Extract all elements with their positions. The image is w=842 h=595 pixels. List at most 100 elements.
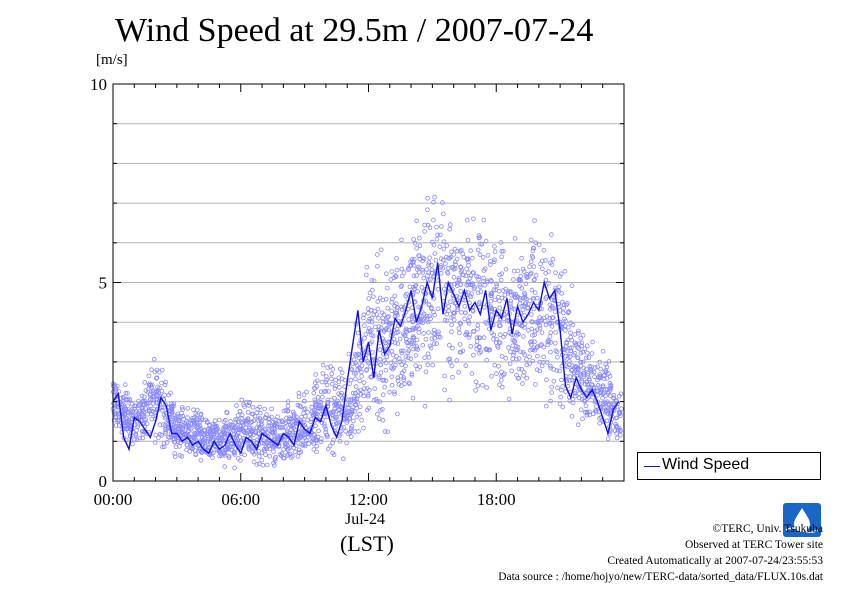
sample-point bbox=[262, 406, 267, 412]
sample-point bbox=[580, 332, 586, 338]
sample-point bbox=[244, 421, 249, 427]
sample-point bbox=[539, 317, 544, 322]
sample-point bbox=[475, 326, 480, 332]
sample-point bbox=[425, 195, 430, 201]
sample-point bbox=[389, 269, 395, 274]
sample-point bbox=[590, 339, 595, 345]
sample-point bbox=[377, 399, 383, 405]
sample-point bbox=[505, 290, 511, 296]
sample-point bbox=[337, 366, 343, 372]
sample-point bbox=[482, 282, 488, 288]
sample-point bbox=[498, 240, 504, 245]
sample-point bbox=[272, 427, 278, 432]
sample-point bbox=[140, 428, 145, 434]
sample-point bbox=[226, 453, 232, 459]
sample-point bbox=[531, 306, 537, 312]
sample-point bbox=[323, 426, 329, 432]
sample-point bbox=[364, 368, 369, 373]
sample-point bbox=[270, 419, 276, 425]
sample-point bbox=[290, 423, 295, 429]
sample-point bbox=[122, 411, 128, 417]
sample-point bbox=[587, 409, 592, 415]
sample-point bbox=[416, 330, 422, 335]
sample-point bbox=[568, 368, 574, 373]
sample-point bbox=[122, 405, 128, 410]
sample-point bbox=[531, 345, 536, 351]
sample-point bbox=[601, 402, 607, 408]
sample-point bbox=[271, 422, 277, 428]
sample-point bbox=[600, 348, 606, 354]
sample-point bbox=[403, 354, 409, 360]
sample-point bbox=[149, 367, 154, 373]
sample-point bbox=[217, 453, 222, 459]
sample-point bbox=[339, 390, 344, 396]
sample-point bbox=[569, 413, 575, 419]
sample-point bbox=[523, 296, 529, 302]
sample-point bbox=[470, 307, 476, 313]
sample-point bbox=[458, 247, 464, 253]
sample-point bbox=[478, 289, 484, 295]
sample-point bbox=[432, 194, 437, 200]
sample-point bbox=[285, 408, 291, 414]
sample-point bbox=[183, 431, 189, 437]
sample-point bbox=[403, 363, 408, 369]
sample-point bbox=[301, 398, 307, 404]
y-axis-unit-label: [m/s] bbox=[96, 52, 128, 68]
sample-point bbox=[349, 367, 355, 373]
sample-point bbox=[320, 394, 325, 400]
sample-point bbox=[390, 296, 395, 302]
sample-point bbox=[242, 404, 247, 409]
sample-point bbox=[611, 392, 617, 398]
sample-point bbox=[348, 426, 354, 431]
sample-point bbox=[392, 389, 397, 395]
sample-point bbox=[524, 362, 530, 368]
sample-point bbox=[324, 432, 329, 438]
sample-point bbox=[357, 355, 362, 361]
sample-point bbox=[519, 366, 524, 372]
sample-point bbox=[549, 262, 555, 267]
sample-point bbox=[422, 222, 427, 228]
sample-point bbox=[382, 429, 388, 434]
sample-point bbox=[481, 268, 487, 273]
sample-point bbox=[151, 390, 156, 396]
sample-point bbox=[442, 373, 447, 379]
sample-point bbox=[254, 425, 260, 430]
sample-point bbox=[497, 272, 502, 278]
sample-point bbox=[279, 451, 285, 456]
sample-point bbox=[437, 244, 443, 249]
sample-point bbox=[548, 365, 553, 371]
sample-point bbox=[525, 305, 531, 310]
sample-point bbox=[236, 441, 242, 447]
sample-point bbox=[377, 374, 382, 380]
sample-point bbox=[384, 354, 390, 360]
sample-point bbox=[319, 379, 325, 385]
sample-point bbox=[451, 274, 457, 280]
sample-point bbox=[423, 336, 429, 342]
sample-point bbox=[546, 280, 551, 286]
sample-point bbox=[264, 441, 270, 446]
sample-point bbox=[475, 322, 481, 328]
sample-point bbox=[557, 368, 562, 374]
sample-point bbox=[543, 322, 549, 328]
sample-point bbox=[458, 321, 464, 327]
sample-point bbox=[177, 418, 182, 423]
sample-point bbox=[434, 237, 440, 242]
sample-point bbox=[316, 405, 321, 411]
sample-point bbox=[585, 373, 591, 378]
sample-point bbox=[238, 427, 244, 433]
sample-point bbox=[485, 253, 491, 258]
sample-point bbox=[588, 364, 594, 370]
x-tick-label: 00:00 bbox=[94, 490, 133, 509]
sample-point bbox=[422, 355, 428, 361]
sample-point bbox=[604, 376, 610, 381]
sample-point bbox=[350, 390, 356, 396]
sample-point bbox=[411, 237, 416, 242]
credits: ©TERC, Univ. Tsukuba Observed at TERC To… bbox=[498, 521, 823, 585]
sample-point bbox=[548, 330, 554, 335]
sample-point bbox=[567, 358, 572, 364]
sample-point bbox=[406, 355, 411, 361]
sample-point bbox=[260, 462, 266, 468]
sample-point bbox=[458, 282, 464, 287]
sample-point bbox=[619, 406, 624, 412]
sample-point bbox=[265, 430, 270, 436]
